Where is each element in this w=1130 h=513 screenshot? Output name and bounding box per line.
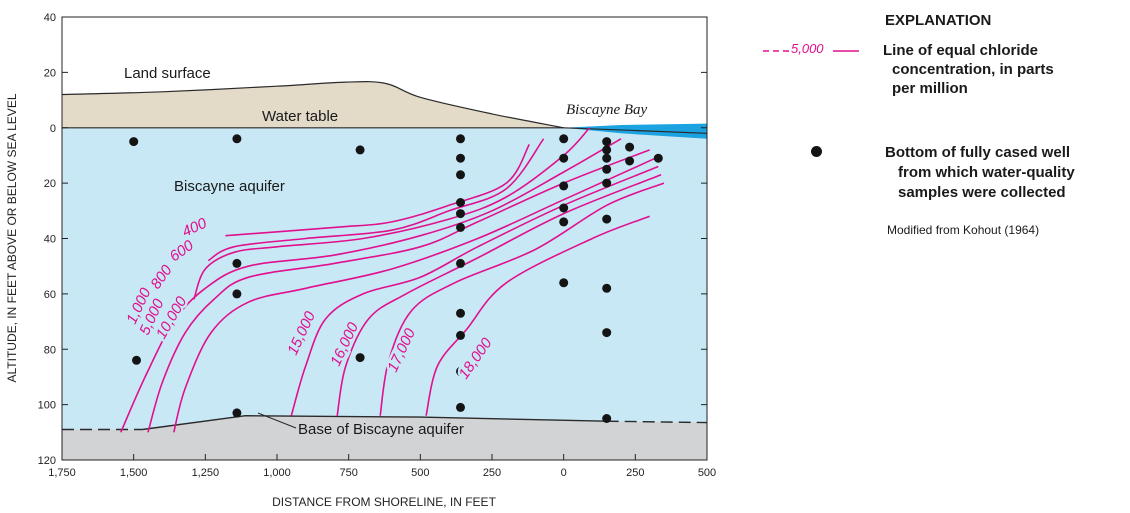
- aquifer-label: Biscayne aquifer: [174, 178, 285, 195]
- y-axis-title: ALTITUDE, IN FEET ABOVE OR BELOW SEA LEV…: [5, 93, 19, 382]
- well-point: [602, 283, 612, 293]
- well-point: [559, 278, 569, 288]
- base-of-aquifer-label: Base of Biscayne aquifer: [298, 421, 464, 438]
- well-desc-line-1: Bottom of fully cased well: [885, 144, 1071, 161]
- well-points: [129, 134, 663, 423]
- well-point: [602, 178, 612, 188]
- x-tick-label: 750: [339, 467, 357, 479]
- y-tick-label: 20: [44, 178, 56, 190]
- contour-desc-line-3: per million: [892, 80, 968, 97]
- biscayne-bay-water: [563, 123, 707, 139]
- well-point: [456, 153, 465, 163]
- well-point: [456, 402, 465, 412]
- aquifer-base-area: [62, 415, 707, 460]
- well-point: [232, 289, 242, 299]
- x-tick-label: 1,750: [48, 467, 76, 479]
- contour-line: [379, 182, 665, 416]
- well-point: [653, 153, 663, 163]
- well-point: [602, 145, 612, 155]
- base-of-aquifer-line: [142, 414, 607, 431]
- well-point: [559, 153, 569, 163]
- well-point: [602, 164, 612, 174]
- x-tick-label: 500: [411, 467, 429, 479]
- well-point: [559, 217, 569, 227]
- contour-line-symbol: 5,000: [761, 40, 861, 62]
- contour-line: [336, 174, 662, 416]
- well-point: [456, 134, 465, 144]
- well-point: [456, 209, 465, 219]
- well-point: [132, 355, 141, 365]
- well-point: [355, 145, 365, 155]
- x-tick-label: 1,000: [263, 467, 291, 479]
- contour-line-value: 5,000: [791, 41, 824, 56]
- land-surface-label: Land surface: [124, 65, 211, 82]
- y-tick-label: 60: [44, 289, 56, 301]
- well-point: [232, 134, 242, 144]
- well-point: [559, 134, 569, 144]
- well-desc-line-3: samples were collected: [898, 184, 1066, 201]
- contour-line-glyph: [763, 50, 859, 52]
- well-desc-line-2: from which water-quality: [898, 164, 1075, 181]
- y-tick-label: 0: [50, 123, 56, 135]
- base-label-leader: [257, 412, 297, 429]
- well-point: [129, 137, 139, 147]
- x-axis-title: DISTANCE FROM SHORELINE, IN FEET: [272, 495, 496, 509]
- water-table-label: Water table: [262, 108, 338, 125]
- base-of-aquifer-extension-right: [606, 420, 707, 424]
- well-point: [456, 330, 465, 340]
- x-tick-label: 1,500: [120, 467, 148, 479]
- well-point: [456, 170, 465, 180]
- contour-desc-line-1: Line of equal chloride: [883, 42, 1039, 59]
- well-point: [559, 181, 569, 191]
- y-tick-label: 40: [44, 12, 56, 24]
- well-point: [456, 258, 465, 268]
- contour-line: [207, 138, 545, 262]
- legend: EXPLANATION 5,000 Line of equal chloride…: [755, 8, 1127, 248]
- well-point: [456, 308, 465, 318]
- contour-line: [425, 215, 650, 416]
- x-axis-ticks: 1,750 1,500 1,250 1,000 750 500 250 0 250 500: [48, 454, 716, 479]
- land-surface-area: [62, 81, 564, 128]
- legend-title: EXPLANATION: [885, 12, 992, 29]
- contour-line: [193, 127, 591, 300]
- contour-line: [120, 138, 622, 433]
- contour-line: [173, 157, 656, 433]
- well-point: [602, 153, 612, 163]
- well-point: [456, 366, 465, 376]
- well-symbol: [811, 146, 822, 157]
- well-point: [456, 222, 465, 232]
- land-surface-line: [62, 81, 564, 129]
- well-point: [602, 414, 612, 423]
- x-tick-label: 250: [626, 467, 644, 479]
- x-tick-label: 0: [561, 467, 567, 479]
- y-tick-label: 40: [44, 234, 56, 246]
- contour-desc-line-2: concentration, in parts: [892, 61, 1054, 78]
- well-point: [559, 203, 569, 213]
- well-point: [625, 156, 635, 166]
- well-point: [602, 137, 612, 147]
- well-point: [232, 408, 242, 418]
- biscayne-bay-label: Biscayne Bay: [566, 102, 648, 118]
- y-tick-label: 120: [38, 455, 56, 467]
- x-tick-label: 250: [483, 467, 501, 479]
- contour-line: [147, 149, 650, 433]
- y-tick-label: 20: [44, 67, 56, 79]
- well-point: [602, 214, 612, 224]
- x-tick-label: 500: [698, 467, 716, 479]
- y-axis-ticks: 40 20 0 20 40 60 80 100 120: [38, 12, 707, 467]
- contour-line: [225, 143, 531, 237]
- well-point: [625, 142, 635, 152]
- y-tick-label: 80: [44, 344, 56, 356]
- well-point: [456, 198, 465, 207]
- well-point: [602, 328, 612, 338]
- source-note: Modified from Kohout (1964): [887, 223, 1040, 237]
- y-tick-label: 100: [38, 400, 56, 412]
- water-table-line: [62, 127, 707, 134]
- well-point: [355, 353, 365, 363]
- x-tick-label: 1,250: [192, 467, 220, 479]
- well-point: [232, 258, 242, 268]
- aquifer-area: [62, 127, 707, 430]
